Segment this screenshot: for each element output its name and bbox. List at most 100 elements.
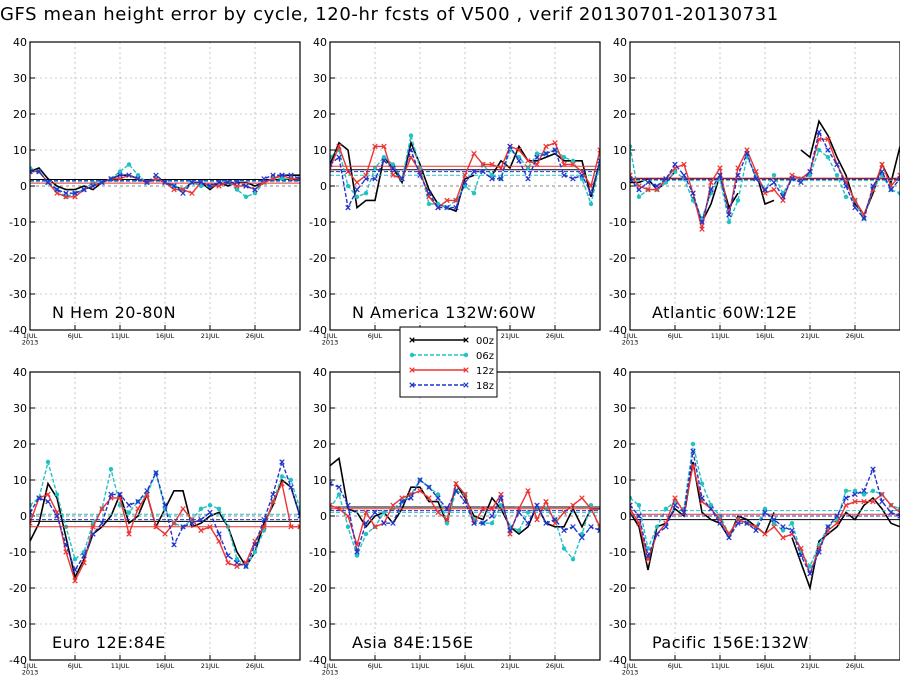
point-12z bbox=[372, 143, 378, 150]
point-18z bbox=[462, 179, 468, 186]
point-18z bbox=[336, 154, 342, 160]
point-18z bbox=[825, 524, 831, 530]
point-12z bbox=[162, 531, 168, 537]
point-18z bbox=[690, 190, 696, 196]
point-12z bbox=[225, 560, 231, 566]
point-18z bbox=[390, 165, 396, 171]
y-tick-label: 20 bbox=[313, 108, 327, 121]
point-18z bbox=[834, 161, 840, 168]
point-18z bbox=[288, 484, 294, 490]
y-tick-label: 30 bbox=[613, 402, 627, 415]
point-18z bbox=[498, 176, 504, 182]
point-18z bbox=[363, 176, 369, 182]
point-06z bbox=[426, 201, 432, 207]
point-18z bbox=[408, 147, 414, 153]
point-06z bbox=[771, 521, 777, 526]
point-06z bbox=[843, 488, 849, 493]
point-06z bbox=[870, 488, 876, 493]
point-18z bbox=[45, 498, 51, 505]
y-tick-label: 20 bbox=[13, 438, 27, 451]
point-06z bbox=[579, 531, 585, 537]
point-18z bbox=[735, 172, 741, 178]
point-12z bbox=[780, 534, 786, 541]
point-12z bbox=[189, 190, 195, 196]
y-tick-label: 0 bbox=[20, 180, 27, 193]
point-18z bbox=[435, 204, 441, 211]
point-18z bbox=[363, 520, 369, 526]
x-tick-label: 6JUL bbox=[368, 332, 383, 340]
y-tick-label: -20 bbox=[609, 582, 627, 595]
x-tick-label: 26JUL bbox=[846, 662, 865, 670]
point-18z bbox=[525, 176, 531, 182]
point-06z bbox=[363, 191, 369, 196]
point-06z bbox=[588, 503, 594, 508]
point-18z bbox=[243, 563, 249, 570]
point-06z bbox=[234, 187, 240, 192]
point-12z bbox=[297, 524, 300, 530]
point-18z bbox=[744, 520, 750, 526]
point-06z bbox=[234, 557, 240, 562]
point-18z bbox=[561, 172, 567, 178]
legend-label-00z: 00z bbox=[476, 336, 494, 347]
point-18z bbox=[654, 531, 660, 537]
point-18z bbox=[897, 176, 900, 182]
point-18z bbox=[417, 477, 423, 483]
point-12z bbox=[207, 524, 213, 530]
point-06z bbox=[708, 503, 714, 508]
legend-marker-06z bbox=[463, 352, 469, 358]
point-12z bbox=[861, 498, 867, 505]
point-06z bbox=[345, 524, 351, 529]
point-18z bbox=[135, 498, 141, 505]
point-12z bbox=[879, 161, 885, 168]
point-18z bbox=[789, 527, 795, 534]
point-12z bbox=[543, 498, 549, 505]
y-tick-label: -40 bbox=[309, 324, 327, 337]
point-06z bbox=[126, 162, 132, 167]
point-18z bbox=[189, 520, 195, 526]
y-tick-label: -10 bbox=[309, 216, 327, 229]
point-18z bbox=[690, 448, 696, 454]
point-18z bbox=[753, 176, 759, 182]
point-18z bbox=[207, 509, 213, 516]
x-tick-label: 21JUL bbox=[801, 662, 820, 670]
point-12z bbox=[699, 226, 705, 232]
point-18z bbox=[345, 204, 351, 211]
point-18z bbox=[162, 179, 168, 186]
point-18z bbox=[270, 491, 276, 498]
x-tick-label: 11JUL bbox=[411, 662, 430, 670]
x-tick-label: 6JUL bbox=[668, 332, 683, 340]
point-18z bbox=[708, 186, 714, 193]
point-18z bbox=[636, 513, 642, 519]
point-06z bbox=[735, 198, 741, 203]
y-tick-label: 40 bbox=[613, 36, 627, 49]
point-18z bbox=[861, 488, 867, 494]
point-12z bbox=[579, 495, 585, 501]
point-12z bbox=[597, 147, 600, 153]
point-18z bbox=[879, 498, 885, 505]
point-12z bbox=[870, 498, 876, 505]
point-18z bbox=[681, 172, 687, 178]
point-06z bbox=[252, 549, 258, 555]
point-18z bbox=[336, 484, 342, 490]
x-tick-label: 16JUL bbox=[156, 662, 175, 670]
point-18z bbox=[180, 190, 186, 196]
point-18z bbox=[99, 520, 105, 526]
point-12z bbox=[570, 161, 576, 168]
point-18z bbox=[90, 183, 96, 189]
point-06z bbox=[525, 510, 531, 515]
legend-marker-18z bbox=[409, 382, 415, 388]
y-tick-label: 20 bbox=[13, 108, 27, 121]
point-06z bbox=[516, 528, 522, 533]
point-18z bbox=[171, 542, 177, 548]
point-18z bbox=[543, 520, 549, 526]
point-18z bbox=[771, 179, 777, 186]
x-tick-label: 16JUL bbox=[156, 332, 175, 340]
x-tick-label: 21JUL bbox=[201, 662, 220, 670]
x-tick-label: 6JUL bbox=[368, 662, 383, 670]
x-tick-label: 21JUL bbox=[201, 332, 220, 340]
point-18z bbox=[297, 513, 300, 519]
point-18z bbox=[444, 204, 450, 211]
point-12z bbox=[288, 524, 294, 530]
point-18z bbox=[90, 531, 96, 537]
